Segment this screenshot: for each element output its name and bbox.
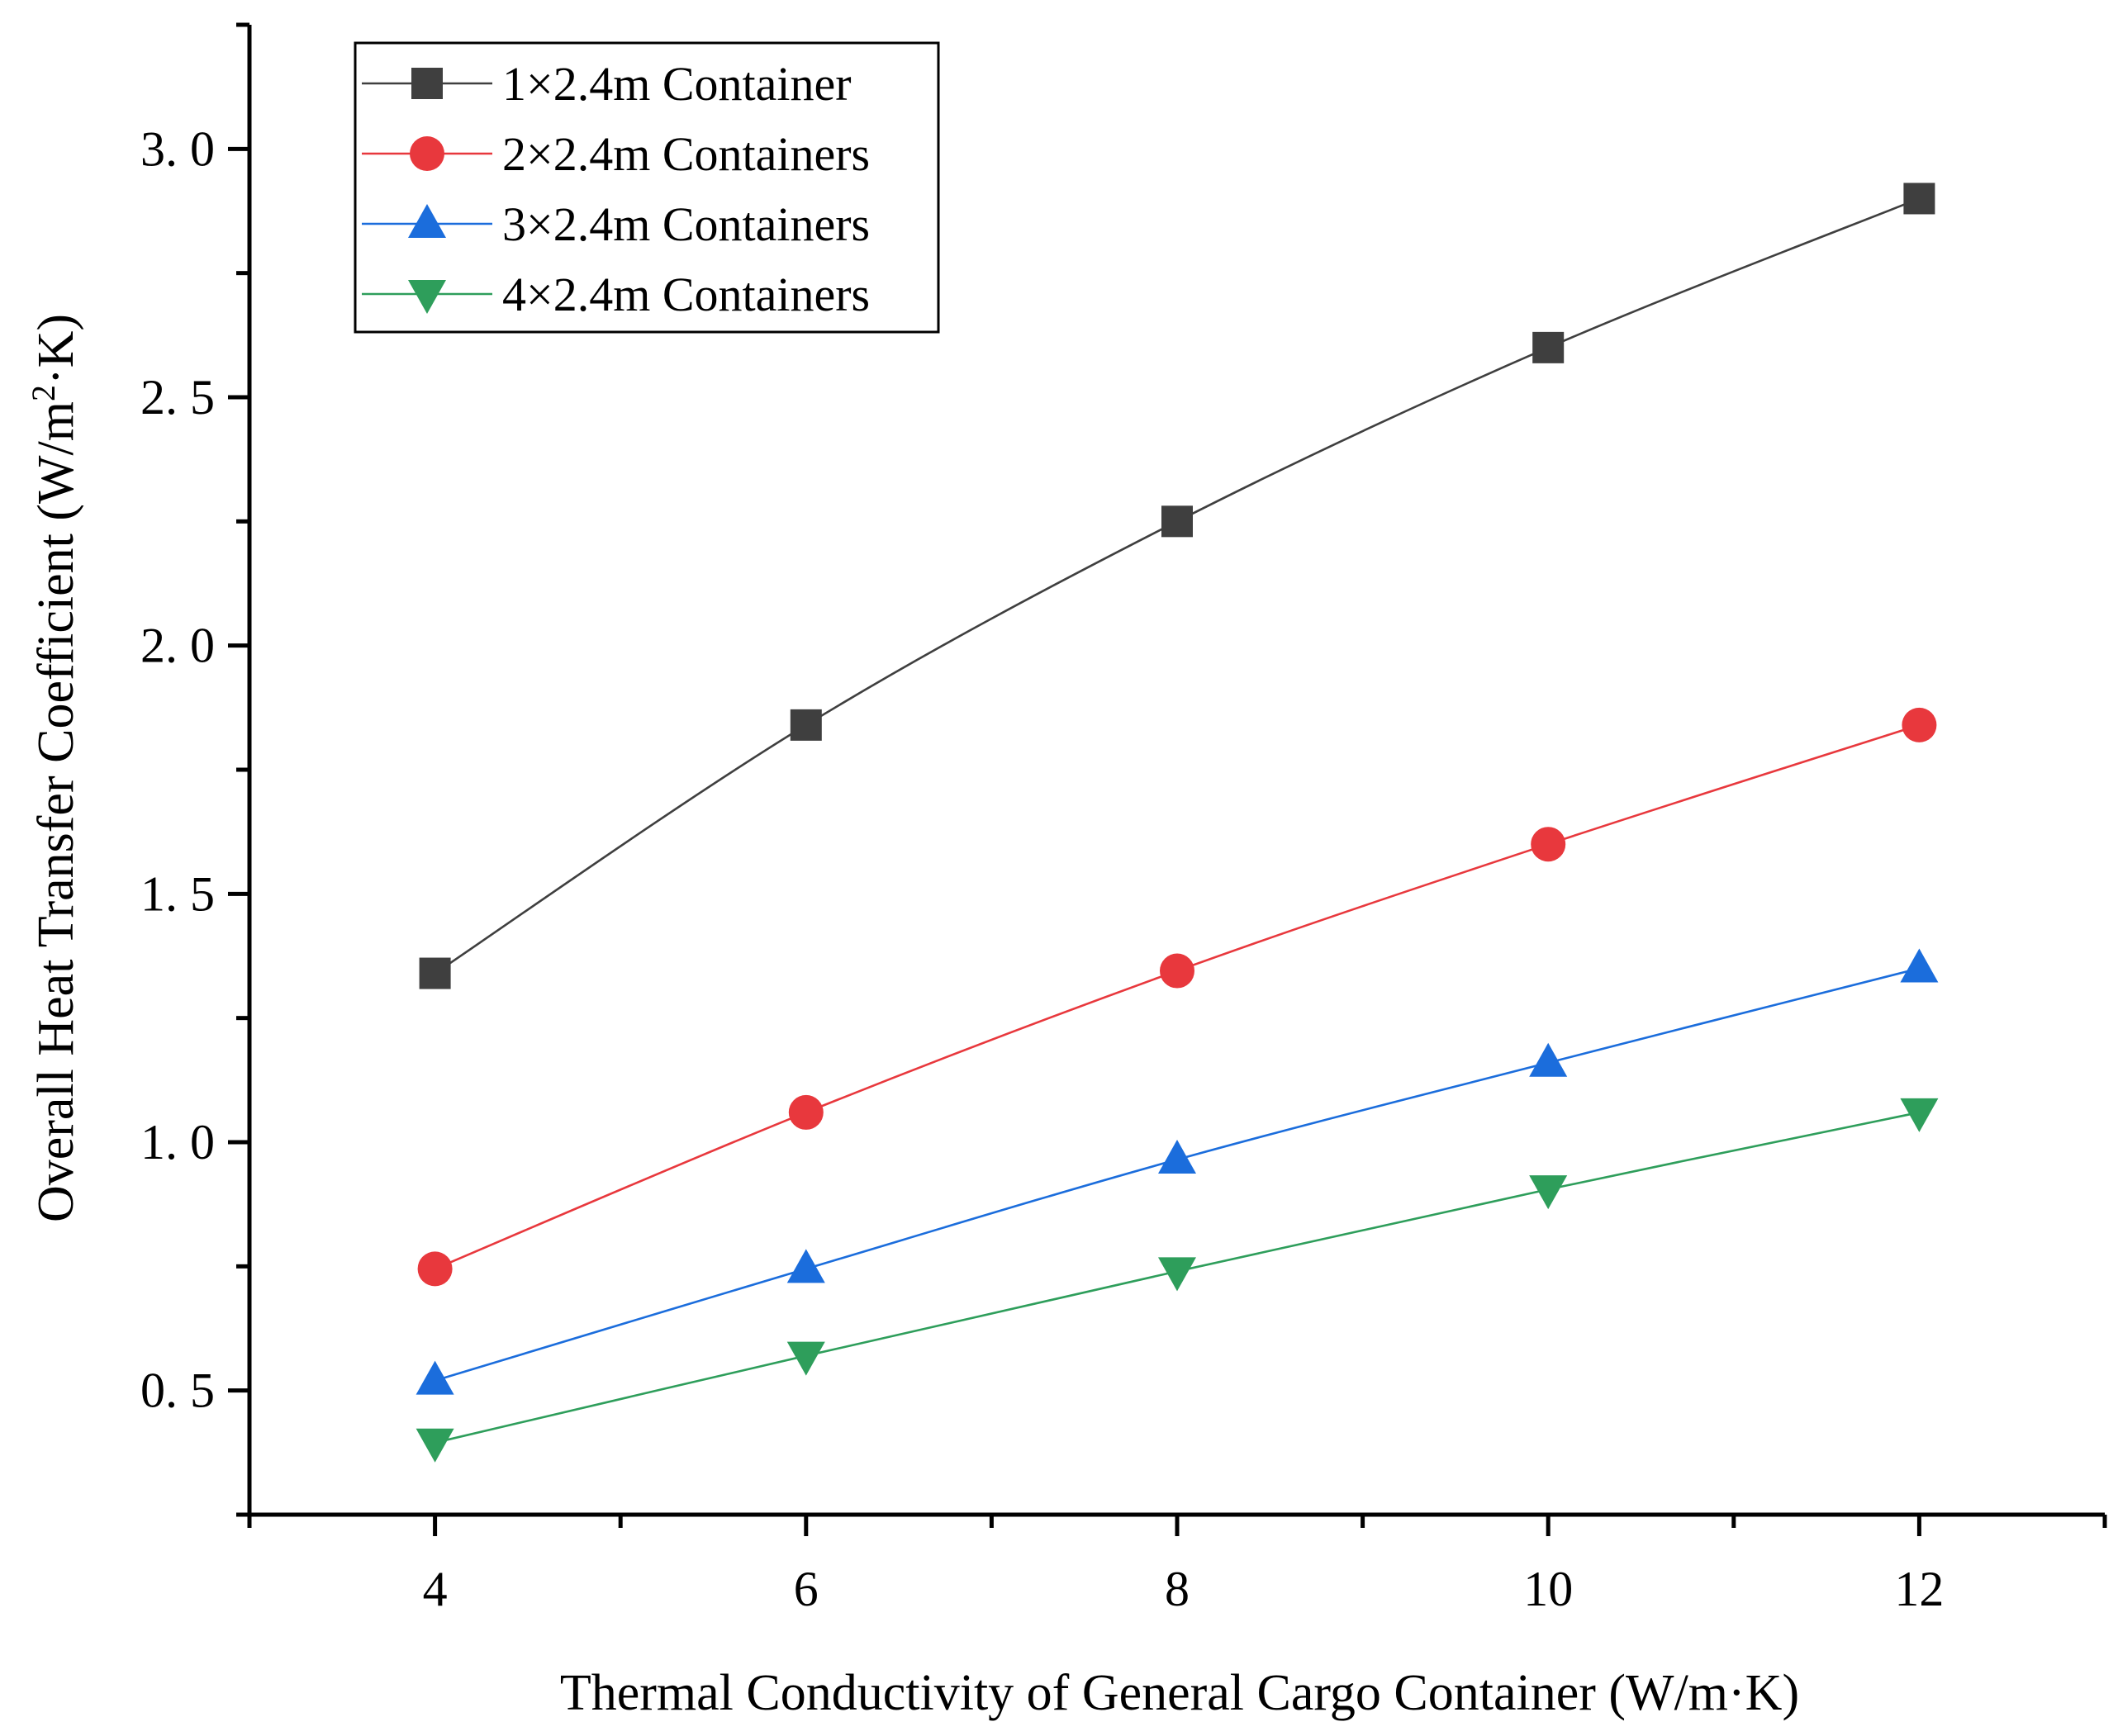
data-point-series-3 (1900, 948, 1939, 983)
legend-marker (410, 136, 444, 171)
x-axis-title: Thermal Conductivity of General Cargo Co… (560, 1665, 1799, 1721)
data-point-series-2 (1902, 707, 1937, 742)
y-axis-title-tail: ·K) (28, 314, 84, 385)
tick-labels: 4 6 8 10 12 0. 5 1. 0 1. 5 2. 0 2. 5 3. 0 (140, 121, 1944, 1616)
x-tick-label: 10 (1523, 1562, 1573, 1616)
y-axis-title-main: Overall Heat Transfer Coefficient (W/m (28, 401, 84, 1222)
series-markers (416, 183, 1939, 1463)
legend-label: 4×2.4m Containers (502, 268, 870, 321)
legend-marker (411, 68, 443, 99)
data-point-series-2 (788, 1094, 824, 1130)
data-point-series-1 (790, 709, 822, 741)
legend-label: 1×2.4m Container (502, 57, 852, 111)
data-point-series-3 (1158, 1140, 1196, 1174)
series-lines (434, 197, 1920, 1444)
legend-box (354, 41, 940, 334)
x-tick-label: 4 (423, 1562, 448, 1616)
data-point-series-1 (419, 957, 451, 989)
y-axis-title-sup: 2 (25, 385, 62, 401)
y-axis-title: Overall Heat Transfer Coefficient (W/m2·… (25, 314, 84, 1222)
data-point-series-4 (1900, 1098, 1939, 1132)
data-point-series-4 (1158, 1257, 1196, 1292)
y-tick-label: 0. 5 (140, 1364, 215, 1418)
x-tick-label: 6 (794, 1562, 819, 1616)
data-point-series-3 (786, 1249, 825, 1283)
data-point-series-4 (416, 1428, 454, 1463)
data-point-series-2 (1531, 827, 1566, 862)
data-point-series-1 (1532, 331, 1565, 363)
data-point-series-2 (417, 1251, 453, 1287)
data-point-series-3 (416, 1360, 454, 1395)
data-point-series-4 (1529, 1175, 1568, 1210)
y-tick-label: 1. 0 (140, 1115, 215, 1169)
legend-marker (408, 280, 446, 314)
data-point-series-3 (1529, 1042, 1568, 1077)
y-tick-label: 3. 0 (140, 121, 215, 176)
y-tick-label: 2. 0 (140, 619, 215, 673)
ticks (228, 22, 2107, 1536)
legend-label: 3×2.4m Containers (502, 197, 870, 251)
data-point-series-1 (1161, 505, 1193, 538)
legend-marker (408, 204, 446, 238)
data-point-series-4 (786, 1341, 825, 1376)
legend-label: 2×2.4m Containers (502, 127, 870, 181)
y-tick-label: 1. 5 (140, 866, 215, 921)
data-point-series-1 (1903, 183, 1935, 215)
y-tick-label: 2. 5 (140, 370, 215, 425)
x-tick-label: 8 (1165, 1562, 1190, 1616)
data-point-series-2 (1160, 953, 1194, 989)
x-tick-label: 12 (1894, 1562, 1944, 1616)
legend: 1×2.4m Container 2×2.4m Containers 3×2.4m … (354, 41, 940, 334)
series-line-2 (435, 723, 1920, 1270)
